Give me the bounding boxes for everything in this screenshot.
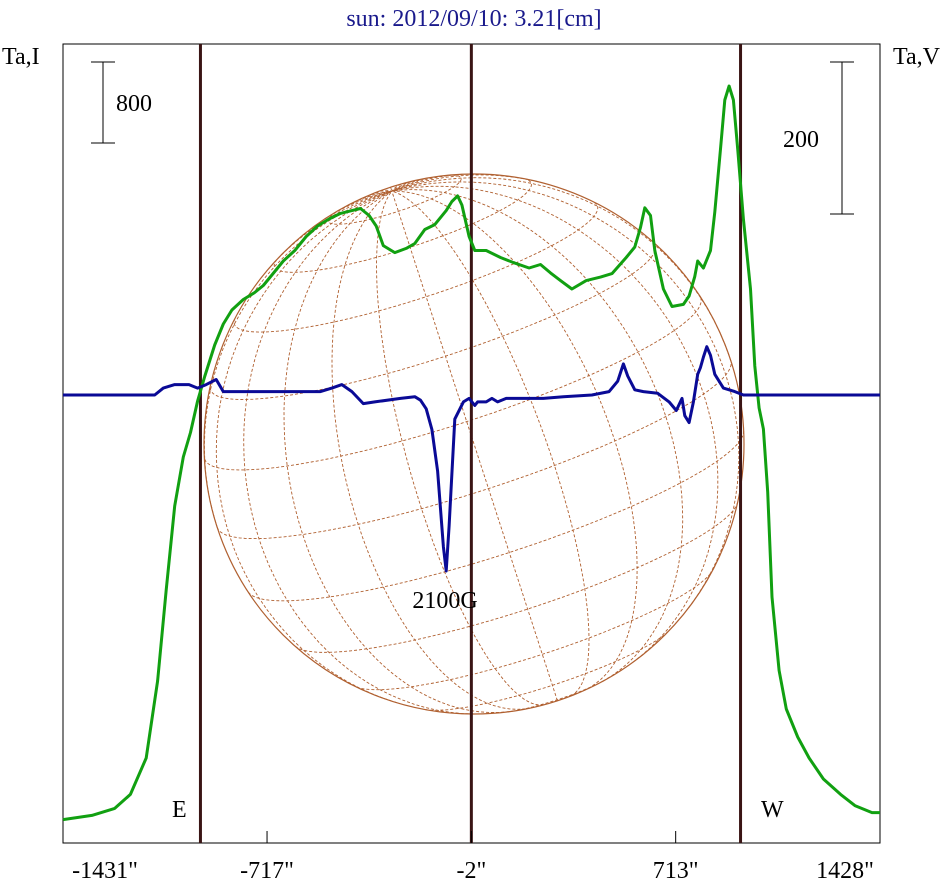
longitude-line <box>243 190 474 715</box>
longitude-line <box>391 174 539 192</box>
longitude-line <box>376 190 544 706</box>
x-axis-ticks: -1431" -717" -2" 713" 1428" <box>62 831 881 884</box>
polarization-series <box>63 345 880 573</box>
intensity-series <box>62 84 880 822</box>
latitude-line <box>356 571 713 691</box>
x-tick-label: 713" <box>653 858 699 884</box>
longitude-line <box>380 189 392 192</box>
left-scale-bar: 800 <box>91 61 152 144</box>
peak-annotation: 2100G <box>412 588 477 614</box>
longitude-line <box>353 190 392 203</box>
longitude-line <box>391 185 719 663</box>
longitude-line <box>283 190 510 713</box>
right-scale-label: 200 <box>783 127 819 153</box>
left-axis-label: Ta,I <box>2 44 40 70</box>
latitude-line <box>273 178 532 273</box>
latitude-line <box>327 174 462 225</box>
latitude-line <box>216 360 732 540</box>
longitude-line <box>203 190 392 528</box>
chart-title: sun: 2012/09/10: 3.21[cm] <box>346 6 601 32</box>
longitude-line <box>391 173 463 192</box>
longitude-line <box>391 181 740 609</box>
solar-disk-outline <box>203 173 745 715</box>
longitude-line <box>391 190 590 697</box>
x-tick-label: -2" <box>456 858 486 884</box>
longitude-line <box>391 183 402 192</box>
longitude-line <box>391 181 412 192</box>
x-tick-label: -717" <box>240 858 294 884</box>
longitude-line <box>391 189 684 682</box>
west-label: W <box>761 797 784 823</box>
x-tick-label: -1431" <box>72 858 138 884</box>
left-scale-label: 800 <box>116 91 152 117</box>
latitude-line <box>204 297 702 471</box>
vertical-markers <box>198 44 743 843</box>
longitude-line <box>331 190 531 710</box>
longitude-line <box>391 177 430 192</box>
latitude-line <box>233 201 599 333</box>
latitude-line <box>294 502 739 653</box>
right-axis-label: Ta,V <box>893 44 941 70</box>
longitude-line <box>324 190 392 220</box>
longitude-line <box>215 190 398 704</box>
solar-grid <box>203 173 745 715</box>
latitude-line <box>247 431 745 602</box>
series-layer <box>62 84 880 822</box>
latitude-line <box>506 679 606 713</box>
longitude-line <box>391 190 558 701</box>
longitude-line <box>391 177 732 361</box>
longitude-line <box>391 190 638 692</box>
longitude-line <box>390 187 393 192</box>
right-scale-bar: 200 <box>783 61 854 215</box>
solar-disk <box>203 173 745 715</box>
x-tick-label: 1428" <box>816 858 874 884</box>
east-label: E <box>172 797 187 823</box>
